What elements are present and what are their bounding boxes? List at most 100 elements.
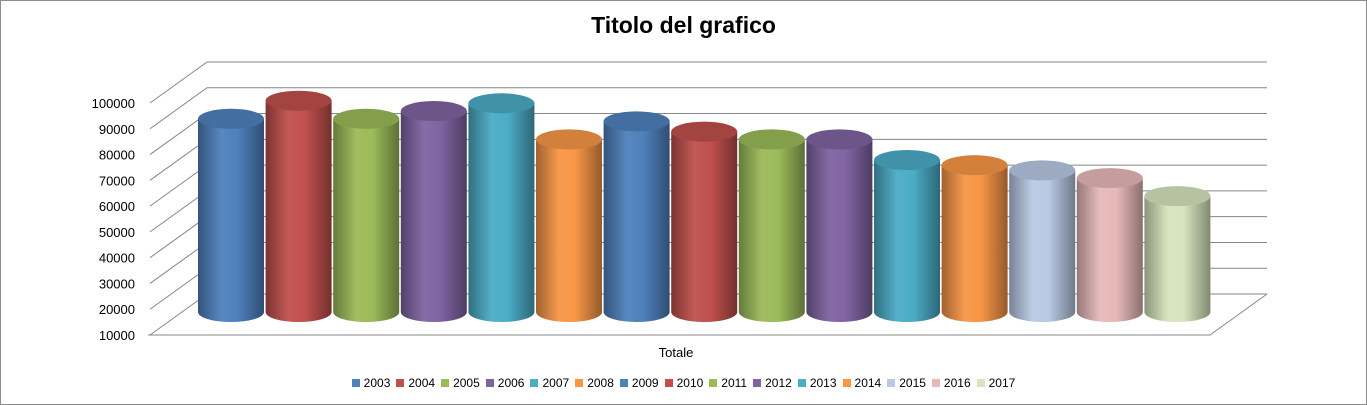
legend-item: 2015 [887,376,926,390]
bar-2007 [468,93,535,322]
bar-top [671,121,738,142]
legend-item: 2005 [441,376,480,390]
y-tick-label: 20000 [99,302,135,317]
legend-item: 2013 [797,376,837,390]
category-label: Totale [659,345,694,360]
bar-top [1144,186,1211,207]
legend-swatch [709,379,718,387]
legend-item: 2014 [842,376,882,390]
y-tick-label: 60000 [99,199,135,214]
legend-swatch [485,379,494,387]
legend-label: 2007 [542,376,570,390]
legend-swatch [441,379,450,387]
bar-top [806,129,873,150]
legend-label: 2015 [899,376,926,390]
legend-label: 2011 [721,376,748,390]
bar-body [874,160,940,322]
legend-swatch [887,379,896,387]
legend-swatch [619,379,628,387]
bar-body [1144,196,1211,322]
bar-2015 [1009,160,1076,322]
bar-2009 [603,111,670,322]
bar-body [1076,178,1143,322]
y-tick-label: 50000 [99,225,135,240]
bar-body [536,139,602,322]
bar-top [603,111,670,132]
bar-top [400,101,467,122]
bar-2004 [265,90,332,322]
legend-item: 2007 [530,376,569,390]
bar-body [941,165,1008,322]
bar-body [603,121,670,322]
y-tick-label: 30000 [99,276,135,291]
bar-body [198,118,264,323]
bar-body [265,100,332,322]
legend-item: 2004 [396,376,435,390]
bar-body [671,131,738,322]
legend-item: 2017 [976,376,1016,390]
legend-label: 2004 [408,376,436,390]
bar-2017 [1144,186,1211,322]
legend-label: 2016 [943,376,971,390]
y-tick-label: 70000 [99,173,135,188]
legend: 2003 2004 2005 2006 2007 2008 2009 2010 2011 2012… [0,376,1367,390]
legend-item: 2010 [664,376,704,390]
gridline [149,61,1267,104]
bar-body [1009,170,1076,322]
legend-item: 2012 [753,376,792,390]
bar-top [1009,160,1076,181]
bar-2013 [874,150,940,322]
bar-2006 [400,101,467,323]
legend-item: 2003 [351,376,391,390]
bar-2011 [738,129,805,322]
bar-body [333,118,400,323]
bar-body [468,103,535,322]
bar-top [941,155,1008,176]
bar-2014 [941,155,1008,322]
legend-swatch [575,379,584,387]
bar-top [738,129,805,150]
legend-label: 2003 [363,376,391,390]
legend-item: 2008 [575,376,614,390]
bar-top [1076,168,1143,189]
legend-item: 2011 [709,376,747,390]
chart-title: Titolo del grafico [591,12,776,38]
legend-label: 2009 [631,376,659,390]
bar-2005 [333,108,400,323]
legend-swatch [396,379,405,387]
y-tick-label: 100000 [92,96,135,111]
cylinder-bars [198,90,1211,323]
legend-swatch [351,379,360,387]
floor-edge [150,293,1268,336]
legend-swatch [530,379,539,387]
bar-top [265,90,332,111]
legend-label: 2008 [587,376,614,390]
legend-swatch [931,379,940,387]
bar-top [468,93,535,114]
y-tick-label: 10000 [99,328,135,343]
bar-2016 [1076,168,1143,322]
bar-top [333,108,400,129]
legend-label: 2014 [854,376,882,390]
legend-swatch [753,379,762,387]
bar-2012 [806,129,873,322]
legend-item: 2009 [619,376,659,390]
legend-label: 2010 [676,376,704,390]
legend-swatch [842,379,851,387]
bar-top [536,129,602,150]
y-tick-label: 40000 [99,251,135,266]
legend-swatch [664,379,673,387]
legend-label: 2005 [453,376,480,390]
legend-label: 2013 [809,376,837,390]
legend-swatch [797,379,806,387]
bar-top [198,108,264,129]
bar-2010 [671,121,738,322]
y-axis: 10000 20000 30000 40000 50000 60000 70000 80000… [92,96,135,343]
bar-body [806,139,873,322]
bar-body [400,111,467,323]
legend-label: 2017 [988,376,1016,390]
legend-item: 2006 [485,376,524,390]
bar-2003 [198,108,264,323]
legend-label: 2012 [765,376,792,390]
